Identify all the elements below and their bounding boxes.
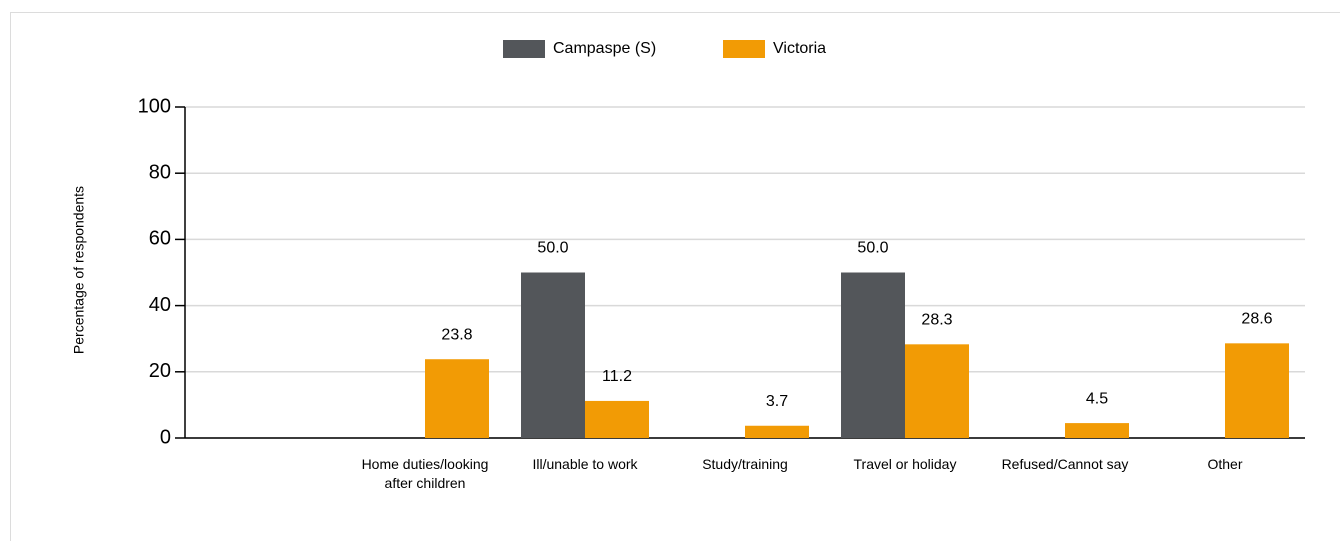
y-tick-label: 40 bbox=[149, 294, 171, 316]
y-tick-label: 100 bbox=[138, 95, 171, 117]
bar bbox=[745, 425, 809, 438]
x-tick-label: Refused/Cannot say bbox=[1001, 456, 1129, 472]
x-tick-label: Study/training bbox=[702, 456, 788, 472]
y-tick-label: 0 bbox=[160, 426, 171, 448]
x-tick-label: Ill/unable to work bbox=[532, 456, 638, 472]
y-axis-label: Percentage of respondents bbox=[71, 186, 87, 354]
bar bbox=[585, 400, 649, 438]
data-label: 3.7 bbox=[766, 393, 788, 410]
bar bbox=[521, 272, 585, 438]
x-tick-label: Home duties/looking after children bbox=[361, 456, 489, 491]
data-label: 28.3 bbox=[921, 312, 952, 329]
bar bbox=[905, 344, 969, 438]
data-label: 28.6 bbox=[1241, 311, 1272, 328]
bar bbox=[1065, 423, 1129, 438]
data-label: 23.8 bbox=[441, 326, 472, 343]
data-label: 50.0 bbox=[857, 240, 888, 257]
frame bbox=[10, 12, 1340, 541]
legend-swatch bbox=[503, 40, 545, 58]
y-tick-label: 80 bbox=[149, 161, 171, 183]
y-tick-label: 60 bbox=[149, 228, 171, 250]
legend-swatch bbox=[723, 40, 765, 58]
bar bbox=[425, 359, 489, 438]
data-label: 4.5 bbox=[1086, 390, 1108, 407]
legend-label: Campaspe (S) bbox=[553, 40, 656, 57]
y-tick-label: 20 bbox=[149, 360, 171, 382]
data-label: 11.2 bbox=[602, 368, 632, 385]
x-tick-label: Travel or holiday bbox=[853, 456, 957, 472]
bar bbox=[841, 272, 905, 438]
data-label: 50.0 bbox=[537, 240, 568, 257]
legend-label: Victoria bbox=[773, 40, 826, 57]
bar bbox=[1225, 343, 1289, 438]
x-tick-label: Other bbox=[1207, 456, 1243, 472]
